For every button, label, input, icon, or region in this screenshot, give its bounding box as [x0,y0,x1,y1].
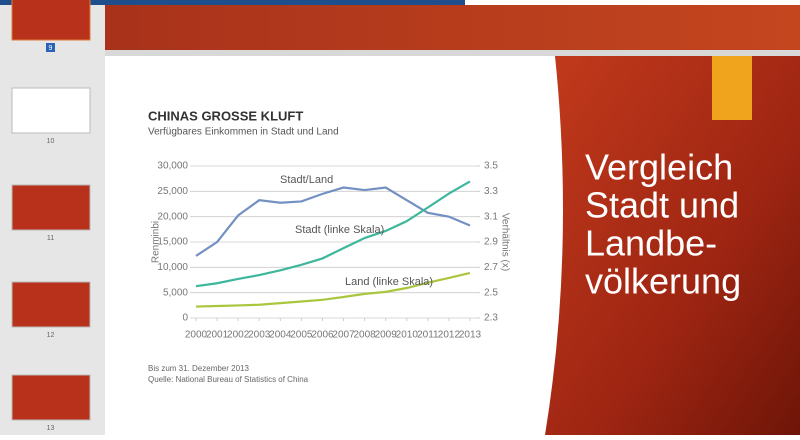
x-tick-label: 2004 [269,330,292,341]
series-label: Land (linke Skala) [345,276,433,288]
x-tick-label: 2012 [438,330,461,341]
chart-title: CHINAS GROSSE KLUFT [148,108,303,123]
y-tick-label: 15,000 [157,237,188,248]
x-tick-label: 2013 [459,330,482,341]
slide-gap [105,50,800,56]
slide-number: 10 [47,138,55,145]
x-tick-label: 2003 [248,330,271,341]
slide-thumbnail[interactable] [12,282,90,327]
x-tick-label: 2008 [353,330,376,341]
y2-tick-label: 2.3 [484,313,498,324]
slide-title-line: Vergleich [585,147,733,188]
slide-number: 9 [49,45,53,52]
slide-thumbnail[interactable] [12,0,90,40]
series-label: Stadt (linke Skala) [295,224,384,236]
slide-thumbnail[interactable] [12,185,90,230]
x-tick-label: 2005 [290,330,313,341]
y-tick-label: 25,000 [157,186,188,197]
y-tick-label: 30,000 [157,161,188,172]
x-tick-label: 2001 [206,330,229,341]
slide-thumbnail[interactable] [12,88,90,133]
y-tick-label: 5,000 [163,287,188,298]
y2-tick-label: 2.7 [484,262,498,273]
y-tick-label: 20,000 [157,211,188,222]
slide-thumbnail[interactable] [12,375,90,420]
series-label: Stadt/Land [280,174,333,186]
slide-title-line: völkerung [585,261,741,302]
y2-tick-label: 3.1 [484,211,498,222]
y-tick-label: 0 [182,313,188,324]
footnote: Quelle: National Bureau of Statistics of… [148,375,309,384]
y2-tick-label: 3.3 [484,186,498,197]
slide-number: 12 [47,332,55,339]
y2-tick-label: 2.5 [484,287,498,298]
y-tick-label: 10,000 [157,262,188,273]
chart-subtitle: Verfügbares Einkommen in Stadt und Land [148,127,339,138]
x-tick-label: 2010 [396,330,419,341]
x-tick-label: 2011 [417,330,439,341]
y2-tick-label: 3.5 [484,161,498,172]
footnote: Bis zum 31. Dezember 2013 [148,364,249,373]
slide-title-line: Stadt und [585,185,739,226]
previous-slide [105,5,800,50]
x-tick-label: 2006 [311,330,334,341]
x-tick-label: 2009 [375,330,398,341]
slide-number: 11 [47,235,54,242]
screen: 9 10 11 12 13 VergleichStadt undLandbe-völke… [0,0,800,435]
y2-tick-label: 2.9 [484,237,498,248]
slide-number: 13 [47,425,55,432]
x-tick-label: 2007 [332,330,355,341]
accent-block [712,56,752,120]
slide-title-line: Landbe- [585,223,717,264]
x-tick-label: 2002 [227,330,250,341]
y2-axis-label: Verhältnis (x) [499,213,510,271]
x-tick-label: 2000 [185,330,208,341]
